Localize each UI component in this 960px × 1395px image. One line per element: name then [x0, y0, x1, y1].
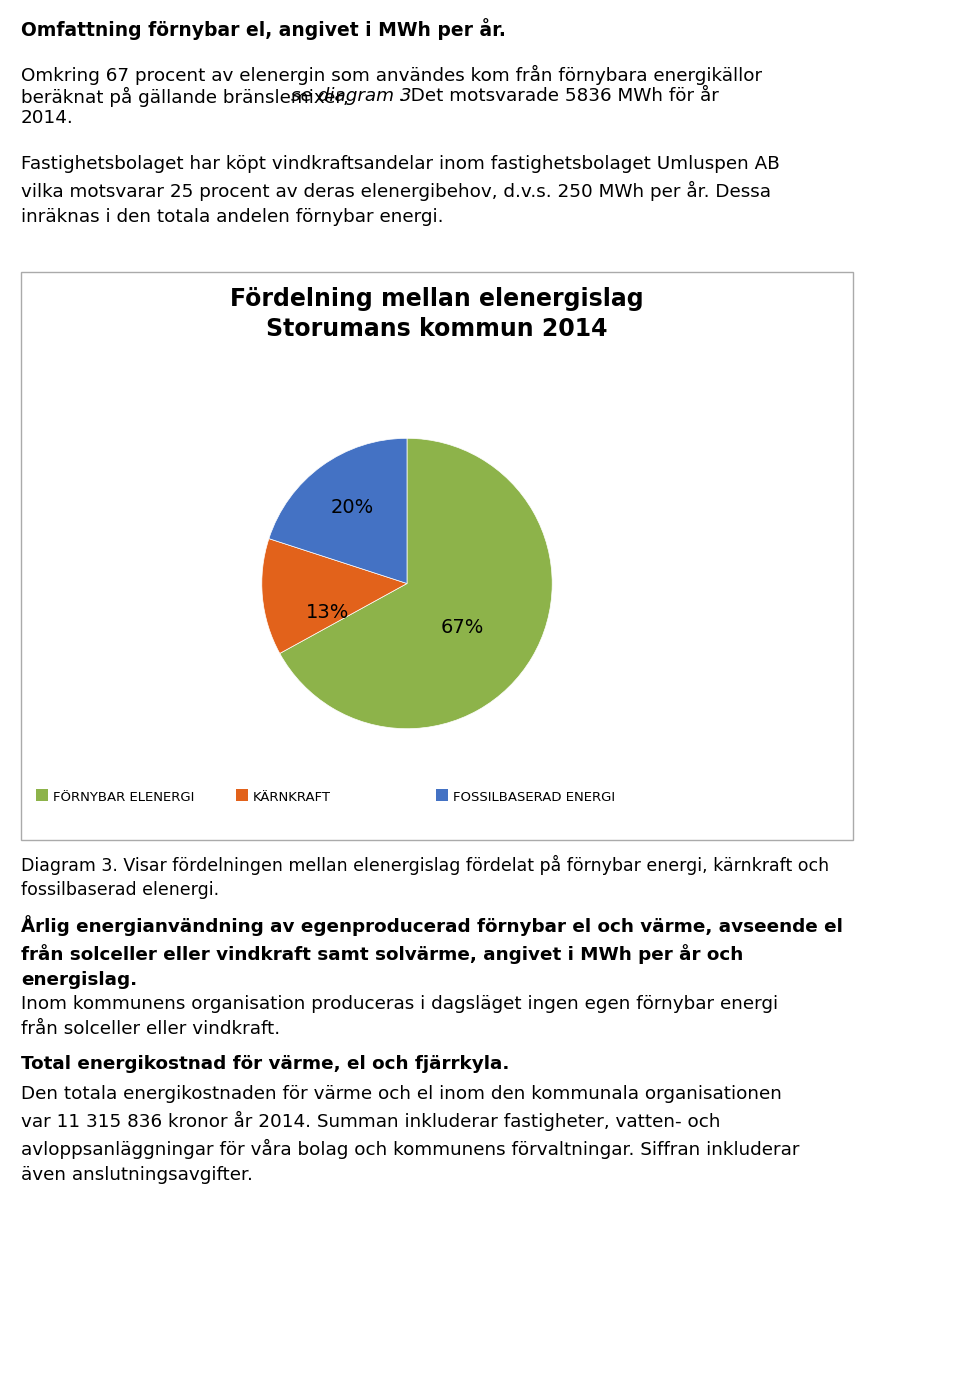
Wedge shape: [279, 438, 552, 728]
Bar: [236, 790, 248, 801]
Text: Omkring 67 procent av elenergin som användes kom från förnybara energikällor: Omkring 67 procent av elenergin som anvä…: [21, 66, 762, 85]
Text: KÄRNKRAFT: KÄRNKRAFT: [253, 791, 331, 804]
Text: Omfattning förnybar el, angivet i MWh per år.: Omfattning förnybar el, angivet i MWh pe…: [21, 18, 506, 40]
Text: Fastighetsbolaget har köpt vindkraftsandelar inom fastighetsbolaget Umluspen AB
: Fastighetsbolaget har köpt vindkraftsand…: [21, 155, 780, 226]
Bar: [21, 272, 853, 840]
Wedge shape: [269, 438, 407, 583]
Text: 13%: 13%: [305, 603, 348, 622]
Text: se diagram 3: se diagram 3: [291, 86, 412, 105]
Wedge shape: [262, 538, 407, 653]
Text: FOSSILBASERAD ENERGI: FOSSILBASERAD ENERGI: [453, 791, 615, 804]
Text: beräknat på gällande bränslemixer,: beräknat på gällande bränslemixer,: [21, 86, 354, 107]
Text: Total energikostnad för värme, el och fjärrkyla.: Total energikostnad för värme, el och fj…: [21, 1055, 510, 1073]
Text: Den totala energikostnaden för värme och el inom den kommunala organisationen
va: Den totala energikostnaden för värme och…: [21, 1085, 800, 1184]
Text: Fördelning mellan elenergislag
Storumans kommun 2014: Fördelning mellan elenergislag Storumans…: [230, 287, 644, 340]
Text: Diagram 3. Visar fördelningen mellan elenergislag fördelat på förnybar energi, k: Diagram 3. Visar fördelningen mellan ele…: [21, 855, 829, 900]
Text: Inom kommunens organisation produceras i dagsläget ingen egen förnybar energi
fr: Inom kommunens organisation produceras i…: [21, 995, 779, 1038]
Text: 2014.: 2014.: [21, 109, 74, 127]
Text: Årlig energianvändning av egenproducerad förnybar el och värme, avseende el
från: Årlig energianvändning av egenproducerad…: [21, 915, 843, 989]
Bar: [436, 790, 448, 801]
Text: . Det motsvarade 5836 MWh för år: . Det motsvarade 5836 MWh för år: [399, 86, 719, 105]
Text: 67%: 67%: [441, 618, 484, 636]
Text: FÖRNYBAR ELENERGI: FÖRNYBAR ELENERGI: [53, 791, 194, 804]
Bar: [36, 790, 48, 801]
Text: 20%: 20%: [330, 498, 373, 518]
